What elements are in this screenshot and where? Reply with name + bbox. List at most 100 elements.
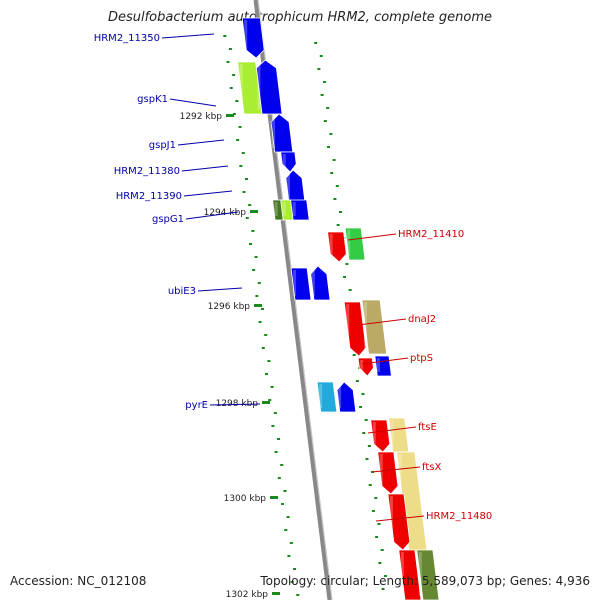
gene-label[interactable]: HRM2_11410 — [398, 229, 464, 240]
kbp-tick-label: 1292 kbp — [180, 112, 223, 122]
gene-highlight — [329, 234, 333, 258]
tick-dot — [268, 399, 272, 401]
gene-block[interactable] — [310, 265, 331, 301]
tick-dot — [348, 289, 352, 291]
tick-dot — [361, 393, 365, 395]
tick-dot — [271, 425, 275, 427]
gene-block[interactable] — [357, 357, 374, 377]
gene-label[interactable]: pyrE — [185, 400, 208, 411]
gene-block[interactable] — [398, 549, 422, 600]
tick-dot — [362, 432, 366, 434]
gene-leader-line — [183, 190, 233, 197]
tick-dot — [238, 126, 242, 128]
gene-block[interactable] — [290, 199, 310, 221]
gene-block[interactable] — [241, 17, 265, 59]
tick-dot — [371, 510, 375, 512]
tick-dot — [319, 55, 323, 57]
gene-leader-line — [197, 287, 243, 292]
gene-highlight — [319, 384, 323, 408]
tick-dot — [365, 458, 369, 460]
tick-dot — [359, 406, 363, 408]
gene-label[interactable]: HRM2_11350 — [94, 33, 160, 44]
tick-dot — [332, 159, 336, 161]
tick-dot — [378, 562, 382, 564]
gene-highlight — [311, 268, 315, 296]
gene-block[interactable] — [280, 151, 297, 173]
kbp-tick-mark — [272, 592, 280, 595]
tick-dot — [335, 185, 339, 187]
gene-highlight — [274, 202, 278, 216]
gene-block[interactable] — [255, 59, 283, 115]
gene-block[interactable] — [290, 267, 312, 301]
tick-dot — [254, 256, 258, 258]
tick-dot — [381, 588, 385, 590]
kbp-tick-label: 1300 kbp — [224, 494, 267, 504]
tick-dot — [322, 81, 326, 83]
tick-dot — [244, 178, 248, 180]
kbp-tick-label: 1294 kbp — [204, 208, 247, 218]
gene-block[interactable] — [327, 231, 347, 263]
gene-leader-line — [177, 139, 225, 146]
gene-highlight — [282, 154, 286, 168]
gene-highlight — [292, 202, 296, 216]
tick-dot — [368, 484, 372, 486]
gene-label[interactable]: HRM2_11380 — [114, 166, 180, 177]
tick-dot — [367, 445, 371, 447]
gene-highlight — [338, 384, 342, 408]
genes — [237, 17, 440, 600]
gene-block[interactable] — [377, 451, 399, 495]
gene-highlight — [293, 270, 297, 296]
gene-label[interactable]: HRM2_11480 — [426, 511, 492, 522]
tick-dot — [251, 230, 255, 232]
tick-dot — [239, 165, 243, 167]
kbp-tick-mark — [254, 304, 262, 307]
gene-block[interactable] — [370, 419, 391, 453]
tick-dot — [223, 35, 227, 37]
gene-block[interactable] — [387, 493, 411, 551]
gene-label[interactable]: gspJ1 — [149, 140, 176, 151]
tick-dot — [380, 549, 384, 551]
tick-dot — [296, 594, 300, 596]
tick-dot — [280, 464, 284, 466]
gene-label[interactable]: gspG1 — [152, 214, 184, 225]
gene-block[interactable] — [316, 381, 338, 413]
tick-dot — [345, 263, 349, 265]
tick-dot — [264, 334, 268, 336]
tick-dot — [270, 386, 274, 388]
gene-highlight — [286, 172, 290, 200]
tick-dot — [364, 419, 368, 421]
gene-highlight — [400, 552, 404, 596]
gene-block[interactable] — [343, 301, 367, 357]
kbp-tick-mark — [226, 114, 234, 117]
gene-leader-line — [185, 211, 239, 220]
tick-dot — [248, 204, 252, 206]
gene-leader-line — [161, 33, 215, 39]
tick-dot — [260, 308, 264, 310]
tick-dot — [314, 42, 318, 44]
tick-dot — [283, 490, 287, 492]
gene-label[interactable]: ftsX — [422, 462, 441, 473]
gene-labels: HRM2_11350 gspK1 gspJ1 HRM2_11380 HRM2_11390… — [94, 33, 493, 522]
gene-block[interactable] — [336, 381, 357, 413]
gene-highlight — [239, 64, 243, 110]
gene-block[interactable] — [416, 549, 440, 600]
gene-highlight — [347, 230, 351, 256]
genome-summary-text: Topology: circular; Length: 5,589,073 bp… — [260, 574, 590, 588]
gene-block[interactable] — [361, 299, 388, 355]
gene-label[interactable]: ftsE — [418, 422, 437, 433]
gene-label[interactable]: ptpS — [410, 353, 433, 364]
tick-dot — [383, 575, 387, 577]
tick-dot — [289, 542, 293, 544]
gene-highlight — [390, 420, 394, 448]
gene-label[interactable]: gspK1 — [137, 94, 168, 105]
tick-dot — [290, 581, 294, 583]
gene-label[interactable]: HRM2_11390 — [116, 191, 182, 202]
tick-dot — [284, 529, 288, 531]
tick-dot — [235, 100, 239, 102]
gene-label[interactable]: dnaJ2 — [408, 314, 436, 325]
tick-dot — [343, 276, 347, 278]
gene-label[interactable]: ubiE3 — [168, 286, 196, 297]
gene-block[interactable] — [344, 227, 366, 261]
